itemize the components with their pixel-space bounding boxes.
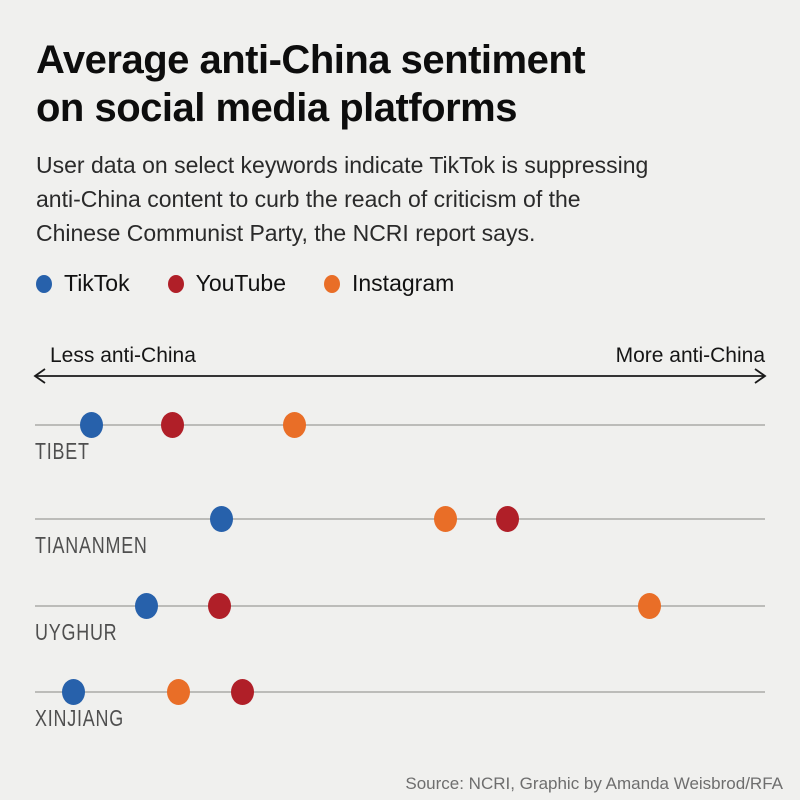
- legend-dot-youtube: [167, 274, 184, 293]
- row-line-xinjiang: [35, 691, 765, 693]
- legend: TikTok YouTube Instagram: [36, 270, 454, 297]
- row-label-xinjiang: XINJIANG: [35, 705, 124, 731]
- chart-subtitle: User data on select keywords indicate Ti…: [36, 152, 649, 246]
- legend-dot-tiktok: [36, 274, 52, 293]
- chart-title: Average anti-China sentiment on social m…: [36, 38, 586, 130]
- legend-label-youtube: YouTube: [195, 270, 286, 296]
- legend-label-tiktok: TikTok: [64, 270, 130, 296]
- double-arrow-icon: [33, 368, 767, 384]
- data-dot-tiktok-uyghur: [135, 593, 159, 619]
- row-line-tiananmen: [35, 518, 765, 520]
- axis-label-more: More anti-China: [615, 344, 765, 367]
- legend-dot-instagram: [324, 274, 340, 293]
- row-label-tiananmen: TIANANMEN: [35, 532, 148, 558]
- data-dot-youtube-tiananmen: [495, 506, 519, 532]
- row-line-uyghur: [35, 605, 765, 607]
- data-dot-instagram-xinjiang: [167, 679, 191, 705]
- axis-label-less: Less anti-China: [50, 344, 196, 367]
- data-dot-youtube-tibet: [160, 412, 184, 438]
- data-dot-tiktok-xinjiang: [62, 679, 86, 705]
- data-dot-youtube-uyghur: [208, 593, 232, 619]
- data-dot-tiktok-tiananmen: [209, 506, 233, 532]
- legend-item-youtube: YouTube: [167, 270, 286, 297]
- row-label-tibet: TIBET: [35, 438, 90, 464]
- data-dot-instagram-tiananmen: [433, 506, 457, 532]
- source-credit: Source: NCRI, Graphic by Amanda Weisbrod…: [405, 774, 783, 793]
- legend-item-instagram: Instagram: [324, 270, 454, 297]
- data-dot-instagram-tibet: [282, 412, 306, 438]
- legend-item-tiktok: TikTok: [36, 270, 130, 297]
- row-line-tibet: [35, 424, 765, 426]
- data-dot-youtube-xinjiang: [230, 679, 254, 705]
- legend-label-instagram: Instagram: [352, 270, 455, 296]
- data-dot-instagram-uyghur: [638, 593, 662, 619]
- data-dot-tiktok-tibet: [80, 412, 104, 438]
- row-label-uyghur: UYGHUR: [35, 619, 118, 645]
